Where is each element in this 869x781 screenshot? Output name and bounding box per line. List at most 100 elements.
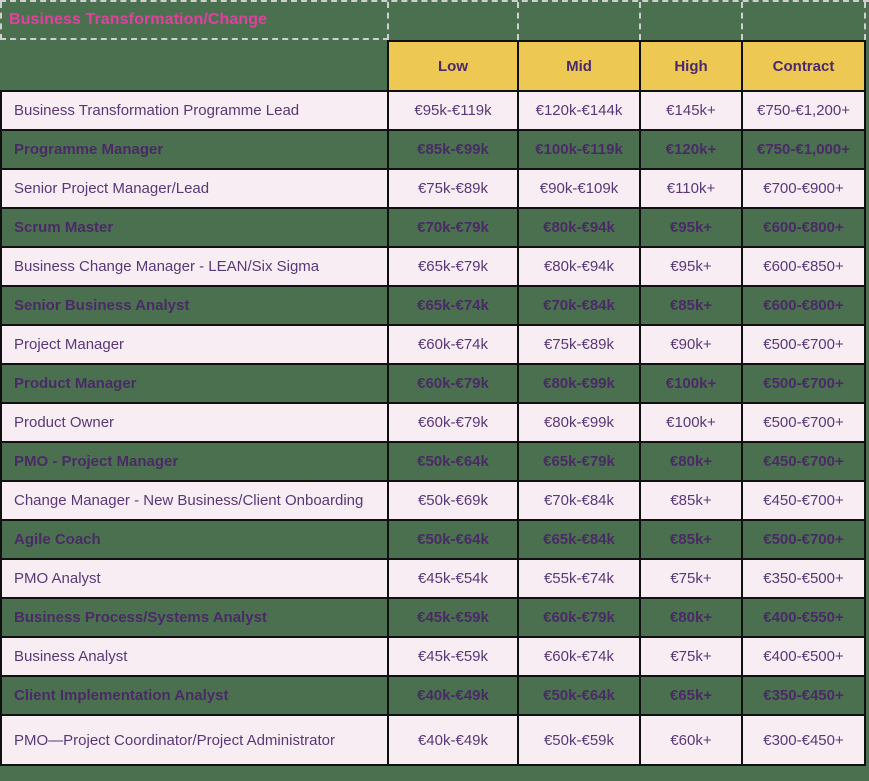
table-row: Project Manager €60k-€74k €75k-€89k €90k… <box>0 326 866 365</box>
table-row: Senior Business Analyst €65k-€74k €70k-€… <box>0 287 866 326</box>
mid-value-cell: €60k-€79k <box>519 599 641 638</box>
low-value-cell: €45k-€59k <box>389 599 519 638</box>
low-value-cell: €45k-€54k <box>389 560 519 599</box>
low-value-cell: €60k-€74k <box>389 326 519 365</box>
table-row: Business Process/Systems Analyst €45k-€5… <box>0 599 866 638</box>
salary-table: Low Mid High Contract Business Transform… <box>0 40 866 766</box>
high-value-cell: €100k+ <box>641 404 743 443</box>
contract-value-cell: €300-€450+ <box>743 716 866 766</box>
role-cell: Programme Manager <box>0 131 389 170</box>
role-cell: PMO—Project Coordinator/Project Administ… <box>0 716 389 766</box>
high-value-cell: €80k+ <box>641 599 743 638</box>
table-row: Senior Project Manager/Lead €75k-€89k €9… <box>0 170 866 209</box>
role-cell: Agile Coach <box>0 521 389 560</box>
low-value-cell: €65k-€74k <box>389 287 519 326</box>
table-body: Business Transformation Programme Lead €… <box>0 92 866 766</box>
low-value-cell: €40k-€49k <box>389 677 519 716</box>
contract-value-cell: €400-€500+ <box>743 638 866 677</box>
mid-value-cell: €120k-€144k <box>519 92 641 131</box>
role-cell: Business Analyst <box>0 638 389 677</box>
table-row: Agile Coach €50k-€64k €65k-€84k €85k+ €5… <box>0 521 866 560</box>
high-value-cell: €95k+ <box>641 209 743 248</box>
mid-value-cell: €80k-€99k <box>519 404 641 443</box>
high-value-cell: €110k+ <box>641 170 743 209</box>
table-row: Scrum Master €70k-€79k €80k-€94k €95k+ €… <box>0 209 866 248</box>
contract-value-cell: €350-€450+ <box>743 677 866 716</box>
table-row: Change Manager - New Business/Client Onb… <box>0 482 866 521</box>
low-value-cell: €60k-€79k <box>389 404 519 443</box>
high-value-cell: €75k+ <box>641 638 743 677</box>
high-value-cell: €65k+ <box>641 677 743 716</box>
contract-value-cell: €500-€700+ <box>743 404 866 443</box>
mid-value-cell: €50k-€64k <box>519 677 641 716</box>
mid-value-cell: €55k-€74k <box>519 560 641 599</box>
header-spacer-cell <box>0 40 389 92</box>
role-cell: Business Transformation Programme Lead <box>0 92 389 131</box>
low-value-cell: €85k-€99k <box>389 131 519 170</box>
role-cell: PMO - Project Manager <box>0 443 389 482</box>
contract-value-cell: €500-€700+ <box>743 521 866 560</box>
high-value-cell: €85k+ <box>641 482 743 521</box>
mid-value-cell: €65k-€84k <box>519 521 641 560</box>
contract-value-cell: €600-€800+ <box>743 287 866 326</box>
contract-value-cell: €500-€700+ <box>743 365 866 404</box>
mid-value-cell: €80k-€99k <box>519 365 641 404</box>
role-cell: Project Manager <box>0 326 389 365</box>
mid-value-cell: €90k-€109k <box>519 170 641 209</box>
low-value-cell: €65k-€79k <box>389 248 519 287</box>
role-cell: Client Implementation Analyst <box>0 677 389 716</box>
role-cell: Business Change Manager - LEAN/Six Sigma <box>0 248 389 287</box>
table-row: PMO—Project Coordinator/Project Administ… <box>0 716 866 766</box>
low-value-cell: €50k-€64k <box>389 521 519 560</box>
low-value-cell: €50k-€69k <box>389 482 519 521</box>
dashed-grid-strip: Business Transformation/Change <box>0 0 869 40</box>
mid-value-cell: €50k-€59k <box>519 716 641 766</box>
high-value-cell: €80k+ <box>641 443 743 482</box>
low-value-cell: €60k-€79k <box>389 365 519 404</box>
high-value-cell: €145k+ <box>641 92 743 131</box>
role-cell: PMO Analyst <box>0 560 389 599</box>
contract-value-cell: €450-€700+ <box>743 443 866 482</box>
contract-value-cell: €400-€550+ <box>743 599 866 638</box>
mid-value-cell: €65k-€79k <box>519 443 641 482</box>
table-row: PMO - Project Manager €50k-€64k €65k-€79… <box>0 443 866 482</box>
high-value-cell: €100k+ <box>641 365 743 404</box>
column-header-high: High <box>641 40 743 92</box>
column-header-low: Low <box>389 40 519 92</box>
dashed-grid-cell <box>743 2 866 40</box>
contract-value-cell: €600-€800+ <box>743 209 866 248</box>
mid-value-cell: €80k-€94k <box>519 209 641 248</box>
role-cell: Business Process/Systems Analyst <box>0 599 389 638</box>
contract-value-cell: €450-€700+ <box>743 482 866 521</box>
table-row: Business Transformation Programme Lead €… <box>0 92 866 131</box>
column-header-mid: Mid <box>519 40 641 92</box>
low-value-cell: €95k-€119k <box>389 92 519 131</box>
high-value-cell: €85k+ <box>641 521 743 560</box>
high-value-cell: €60k+ <box>641 716 743 766</box>
mid-value-cell: €100k-€119k <box>519 131 641 170</box>
mid-value-cell: €60k-€74k <box>519 638 641 677</box>
low-value-cell: €75k-€89k <box>389 170 519 209</box>
dashed-grid-cell <box>641 2 743 40</box>
contract-value-cell: €750-€1,200+ <box>743 92 866 131</box>
high-value-cell: €95k+ <box>641 248 743 287</box>
high-value-cell: €75k+ <box>641 560 743 599</box>
high-value-cell: €85k+ <box>641 287 743 326</box>
mid-value-cell: €80k-€94k <box>519 248 641 287</box>
table-row: Programme Manager €85k-€99k €100k-€119k … <box>0 131 866 170</box>
role-cell: Senior Project Manager/Lead <box>0 170 389 209</box>
low-value-cell: €70k-€79k <box>389 209 519 248</box>
table-header-row: Low Mid High Contract <box>0 40 866 92</box>
low-value-cell: €50k-€64k <box>389 443 519 482</box>
role-cell: Scrum Master <box>0 209 389 248</box>
contract-value-cell: €350-€500+ <box>743 560 866 599</box>
table-row: PMO Analyst €45k-€54k €55k-€74k €75k+ €3… <box>0 560 866 599</box>
high-value-cell: €120k+ <box>641 131 743 170</box>
contract-value-cell: €600-€850+ <box>743 248 866 287</box>
table-row: Client Implementation Analyst €40k-€49k … <box>0 677 866 716</box>
mid-value-cell: €70k-€84k <box>519 482 641 521</box>
table-row: Business Change Manager - LEAN/Six Sigma… <box>0 248 866 287</box>
dashed-grid-cell <box>519 2 641 40</box>
high-value-cell: €90k+ <box>641 326 743 365</box>
contract-value-cell: €750-€1,000+ <box>743 131 866 170</box>
